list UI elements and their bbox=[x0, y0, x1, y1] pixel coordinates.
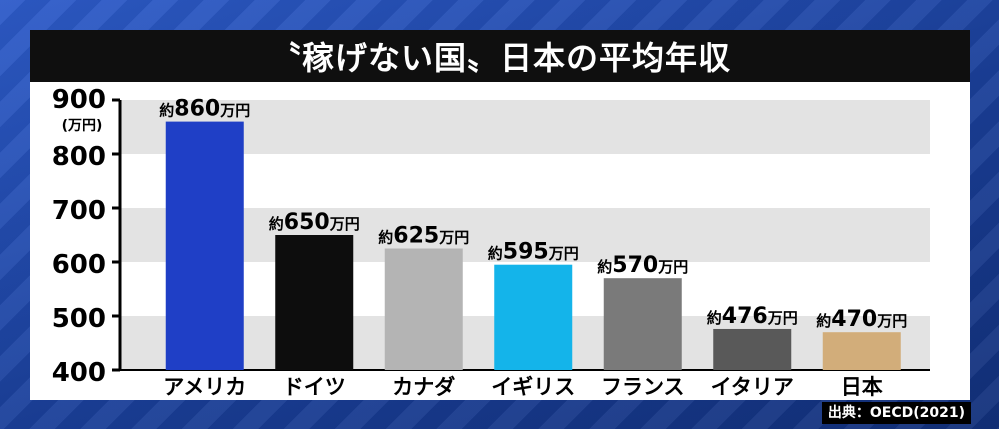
x-tick-label: フランス bbox=[601, 375, 685, 399]
bar bbox=[165, 121, 244, 370]
bar bbox=[384, 248, 463, 370]
data-label: 約650万円 bbox=[269, 210, 360, 235]
y-tick-label: 400 bbox=[52, 358, 106, 388]
data-label: 約470万円 bbox=[816, 307, 907, 332]
data-label: 約625万円 bbox=[378, 224, 469, 249]
data-label: 約595万円 bbox=[488, 240, 579, 265]
grid-band bbox=[120, 208, 930, 262]
bar bbox=[494, 264, 573, 370]
x-tick-label: カナダ bbox=[392, 375, 455, 399]
data-label: 約476万円 bbox=[707, 304, 798, 329]
y-tick-label: 500 bbox=[52, 304, 106, 334]
data-label: 約860万円 bbox=[159, 97, 250, 122]
y-tick-label: 800 bbox=[52, 142, 106, 172]
chart-title: 〝稼げない国〟日本の平均年収 bbox=[30, 30, 970, 82]
bar bbox=[603, 278, 682, 370]
x-tick-label: 日本 bbox=[841, 375, 883, 399]
x-tick-label: アメリカ bbox=[163, 375, 246, 399]
y-tick-label: 900 bbox=[52, 85, 106, 115]
bar bbox=[822, 332, 901, 370]
y-tick-label: 700 bbox=[52, 196, 106, 226]
x-tick-label: イタリア bbox=[711, 375, 794, 399]
x-tick-label: イギリス bbox=[491, 375, 575, 399]
bar bbox=[275, 235, 354, 370]
bar bbox=[713, 328, 792, 370]
grid-band bbox=[120, 100, 930, 154]
source-label: 出典：OECD(2021) bbox=[821, 402, 971, 424]
x-tick-label: ドイツ bbox=[283, 375, 346, 399]
y-axis-unit-label: (万円) bbox=[62, 118, 103, 134]
data-label: 約570万円 bbox=[597, 253, 688, 278]
y-tick-label: 600 bbox=[52, 250, 106, 280]
